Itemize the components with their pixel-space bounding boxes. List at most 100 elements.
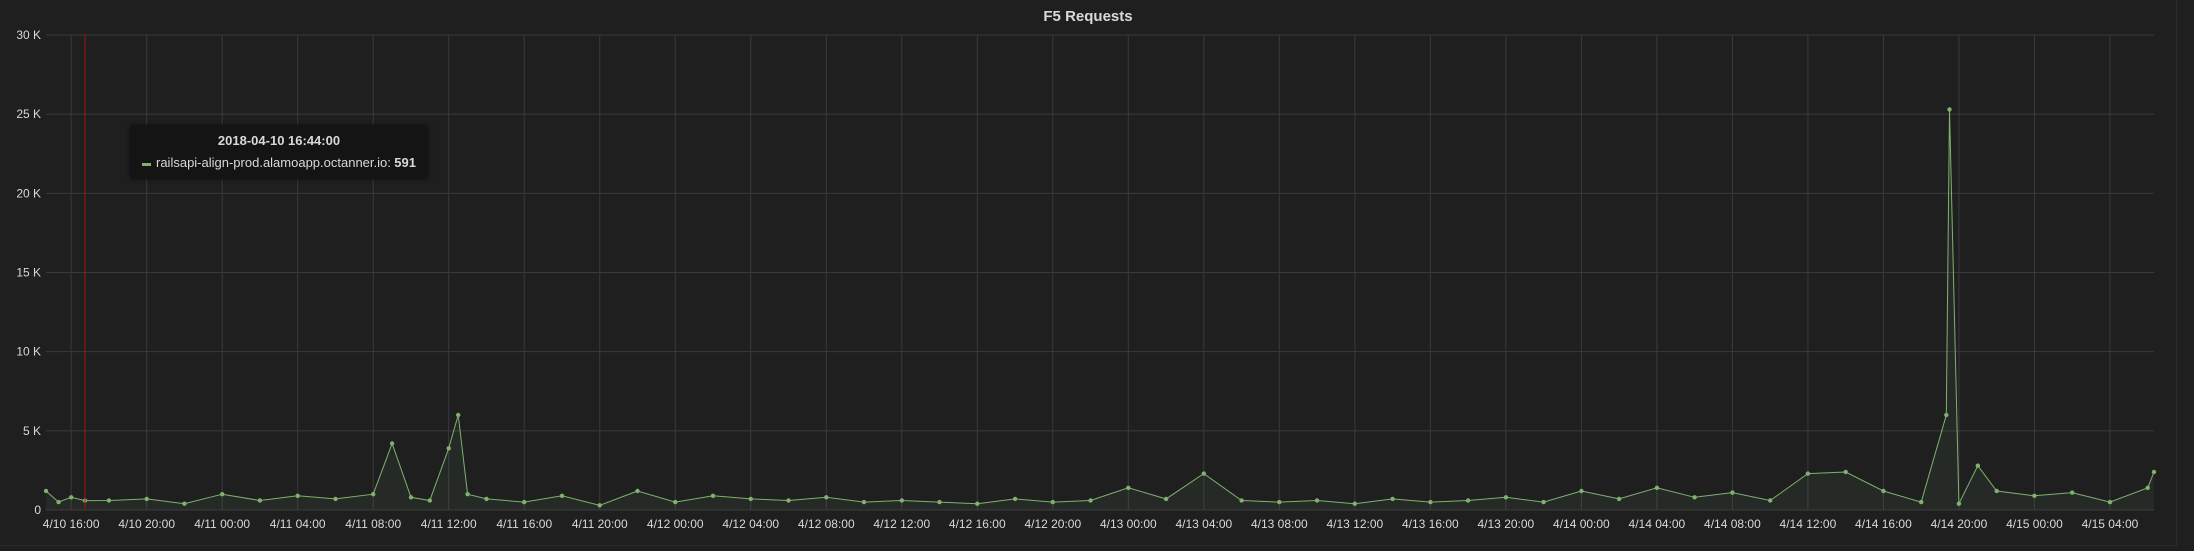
data-point (1844, 470, 1848, 474)
x-tick-label: 4/15 00:00 (2006, 517, 2063, 531)
data-point (484, 497, 488, 501)
data-point (296, 494, 300, 498)
data-point (1390, 497, 1394, 501)
x-tick-label: 4/13 20:00 (1478, 517, 1535, 531)
x-tick-label: 4/11 20:00 (572, 517, 628, 531)
x-tick-label: 4/12 20:00 (1024, 517, 1081, 531)
x-tick-label: 4/11 08:00 (345, 517, 401, 531)
y-tick-label: 0 (34, 503, 41, 517)
chart-grid (46, 35, 2154, 510)
data-point (673, 500, 677, 504)
data-point (220, 492, 224, 496)
tooltip-series-name: railsapi-align-prod.alamoapp.octanner.io… (156, 155, 391, 170)
y-axis-ticks: 0 5 K 10 K 15 K 20 K 25 K 30 K (16, 28, 41, 517)
data-point (1428, 500, 1432, 504)
data-point (2146, 486, 2150, 490)
data-point (1976, 464, 1980, 468)
data-point (428, 498, 432, 502)
data-point (2032, 494, 2036, 498)
data-point (786, 498, 790, 502)
data-point (1947, 107, 1951, 111)
x-tick-label: 4/12 04:00 (722, 517, 779, 531)
data-point (390, 441, 394, 445)
data-point (2108, 500, 2112, 504)
x-tick-label: 4/14 08:00 (1704, 517, 1761, 531)
data-point (409, 495, 413, 499)
y-tick-label: 25 K (16, 107, 41, 121)
data-point (1730, 490, 1734, 494)
x-tick-label: 4/14 12:00 (1780, 517, 1837, 531)
data-point (560, 494, 564, 498)
x-tick-label: 4/12 12:00 (873, 517, 930, 531)
data-point (182, 502, 186, 506)
data-point (258, 498, 262, 502)
data-point (1239, 498, 1243, 502)
data-point (1655, 486, 1659, 490)
x-tick-label: 4/13 00:00 (1100, 517, 1157, 531)
x-tick-label: 4/15 04:00 (2082, 517, 2139, 531)
data-point (2152, 470, 2156, 474)
data-point (1579, 489, 1583, 493)
data-point (862, 500, 866, 504)
data-point (1504, 495, 1508, 499)
data-point (1944, 413, 1948, 417)
data-point (1957, 502, 1961, 506)
x-tick-label: 4/11 16:00 (496, 517, 552, 531)
data-point (1164, 497, 1168, 501)
data-point (1995, 489, 1999, 493)
x-tick-label: 4/10 20:00 (118, 517, 175, 531)
data-point (1541, 500, 1545, 504)
y-tick-label: 30 K (16, 28, 41, 42)
data-point (1126, 486, 1130, 490)
x-tick-label: 4/12 16:00 (949, 517, 1006, 531)
data-point (1353, 502, 1357, 506)
data-point (1315, 498, 1319, 502)
data-point (1919, 500, 1923, 504)
tooltip-series-row: railsapi-align-prod.alamoapp.octanner.io… (142, 155, 416, 173)
hover-tooltip: 2018-04-10 16:44:00 railsapi-align-prod.… (130, 125, 428, 179)
x-tick-label: 4/13 04:00 (1175, 517, 1232, 531)
x-tick-label: 4/12 08:00 (798, 517, 855, 531)
x-tick-label: 4/11 12:00 (421, 517, 477, 531)
data-point (447, 446, 451, 450)
x-tick-label: 4/13 12:00 (1326, 517, 1383, 531)
y-tick-label: 20 K (16, 186, 41, 200)
data-point (2070, 490, 2074, 494)
data-point (711, 494, 715, 498)
data-point (1088, 498, 1092, 502)
x-tick-label: 4/14 20:00 (1931, 517, 1988, 531)
data-point (1466, 498, 1470, 502)
data-point (937, 500, 941, 504)
data-point (900, 498, 904, 502)
data-point (145, 497, 149, 501)
data-point (456, 413, 460, 417)
data-point (635, 489, 639, 493)
data-point (1806, 471, 1810, 475)
data-point (69, 495, 73, 499)
data-point (824, 495, 828, 499)
y-tick-label: 10 K (16, 345, 41, 359)
data-point (44, 489, 48, 493)
x-tick-label: 4/11 04:00 (270, 517, 326, 531)
tooltip-time: 2018-04-10 16:44:00 (130, 133, 428, 148)
y-tick-label: 15 K (16, 266, 41, 280)
x-tick-label: 4/14 04:00 (1629, 517, 1686, 531)
data-point (371, 492, 375, 496)
data-point (1202, 471, 1206, 475)
x-tick-label: 4/11 00:00 (194, 517, 250, 531)
data-point (1692, 495, 1696, 499)
x-axis-ticks: 4/10 16:00 4/10 20:00 4/11 00:00 4/11 04:00… (43, 517, 2139, 531)
tooltip-series-value: 591 (394, 155, 416, 170)
x-tick-label: 4/12 00:00 (647, 517, 704, 531)
data-point (975, 502, 979, 506)
data-point (1013, 497, 1017, 501)
data-point (56, 500, 60, 504)
x-tick-label: 4/13 16:00 (1402, 517, 1459, 531)
data-point (333, 497, 337, 501)
data-point (1617, 497, 1621, 501)
data-point (107, 498, 111, 502)
x-tick-label: 4/13 08:00 (1251, 517, 1308, 531)
x-tick-label: 4/14 16:00 (1855, 517, 1912, 531)
